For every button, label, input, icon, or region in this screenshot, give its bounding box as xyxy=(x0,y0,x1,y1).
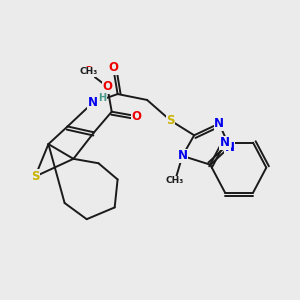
Text: N: N xyxy=(177,149,188,162)
Text: CH₃: CH₃ xyxy=(166,176,184,185)
Text: N: N xyxy=(224,141,235,154)
Text: O: O xyxy=(83,65,93,79)
Text: CH₃: CH₃ xyxy=(79,68,97,76)
Text: H: H xyxy=(98,93,106,103)
Text: N: N xyxy=(214,117,224,130)
Text: S: S xyxy=(31,170,39,183)
Text: O: O xyxy=(108,61,118,74)
Text: O: O xyxy=(132,110,142,123)
Text: S: S xyxy=(167,114,175,127)
Text: N: N xyxy=(220,136,230,149)
Text: O: O xyxy=(102,80,112,93)
Text: N: N xyxy=(88,96,98,110)
